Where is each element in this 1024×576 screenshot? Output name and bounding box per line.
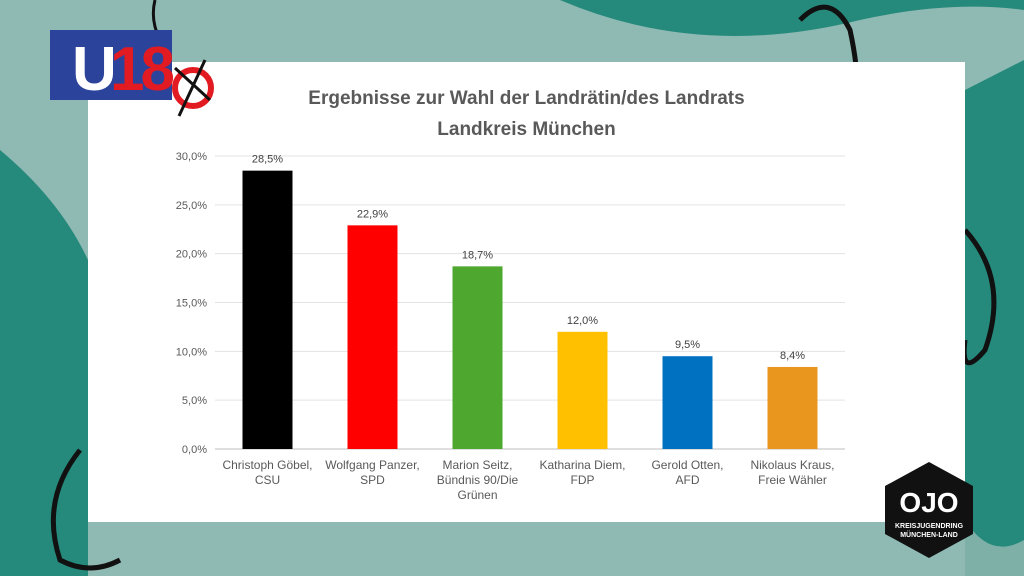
svg-text:KREISJUGENDRING: KREISJUGENDRING [895,523,964,530]
x-tick-label: Grünen [457,488,497,502]
x-tick-label: Bündnis 90/Die [437,473,519,487]
chart-title: Ergebnisse zur Wahl der Landrätin/des La… [308,88,745,109]
y-tick-label: 20,0% [176,249,207,261]
x-tick-label: Gerold Otten, [651,458,723,472]
data-label: 28,5% [252,154,283,166]
bar [347,225,398,449]
x-tick-label: Katharina Diem, [539,458,625,472]
bar [662,356,713,449]
data-label: 9,5% [675,339,700,351]
u18-logo: U 18 [50,30,175,104]
svg-text:OJO: OJO [899,487,958,518]
x-tick-label: Christoph Göbel, [222,458,312,472]
data-label: 12,0% [567,315,598,327]
data-label: 18,7% [462,249,493,261]
x-tick-label: FDP [571,473,595,487]
chart-panel [88,62,965,522]
svg-text:MÜNCHEN-LAND: MÜNCHEN-LAND [900,530,958,539]
bar [242,170,293,449]
y-tick-label: 30,0% [176,151,207,163]
x-tick-label: Nikolaus Kraus, [750,458,834,472]
chart-subtitle: Landkreis München [437,119,616,140]
data-label: 22,9% [357,208,388,220]
bar [767,366,818,449]
x-tick-label: SPD [360,473,385,487]
bar [557,331,608,449]
x-tick-label: CSU [255,473,280,487]
x-tick-label: AFD [676,473,700,487]
y-tick-label: 10,0% [176,346,207,358]
x-tick-label: Wolfgang Panzer, [325,458,420,472]
x-tick-label: Marion Seitz, [442,458,512,472]
bar [452,266,503,449]
y-tick-label: 15,0% [176,298,207,310]
ojo-logo: OJO KREISJUGENDRING MÜNCHEN-LAND [885,462,973,558]
y-tick-label: 25,0% [176,200,207,212]
ballot-cross-icon [172,59,214,117]
y-tick-label: 5,0% [182,395,207,407]
y-tick-label: 0,0% [182,444,207,456]
x-tick-label: Freie Wähler [758,473,827,487]
data-label: 8,4% [780,350,805,362]
